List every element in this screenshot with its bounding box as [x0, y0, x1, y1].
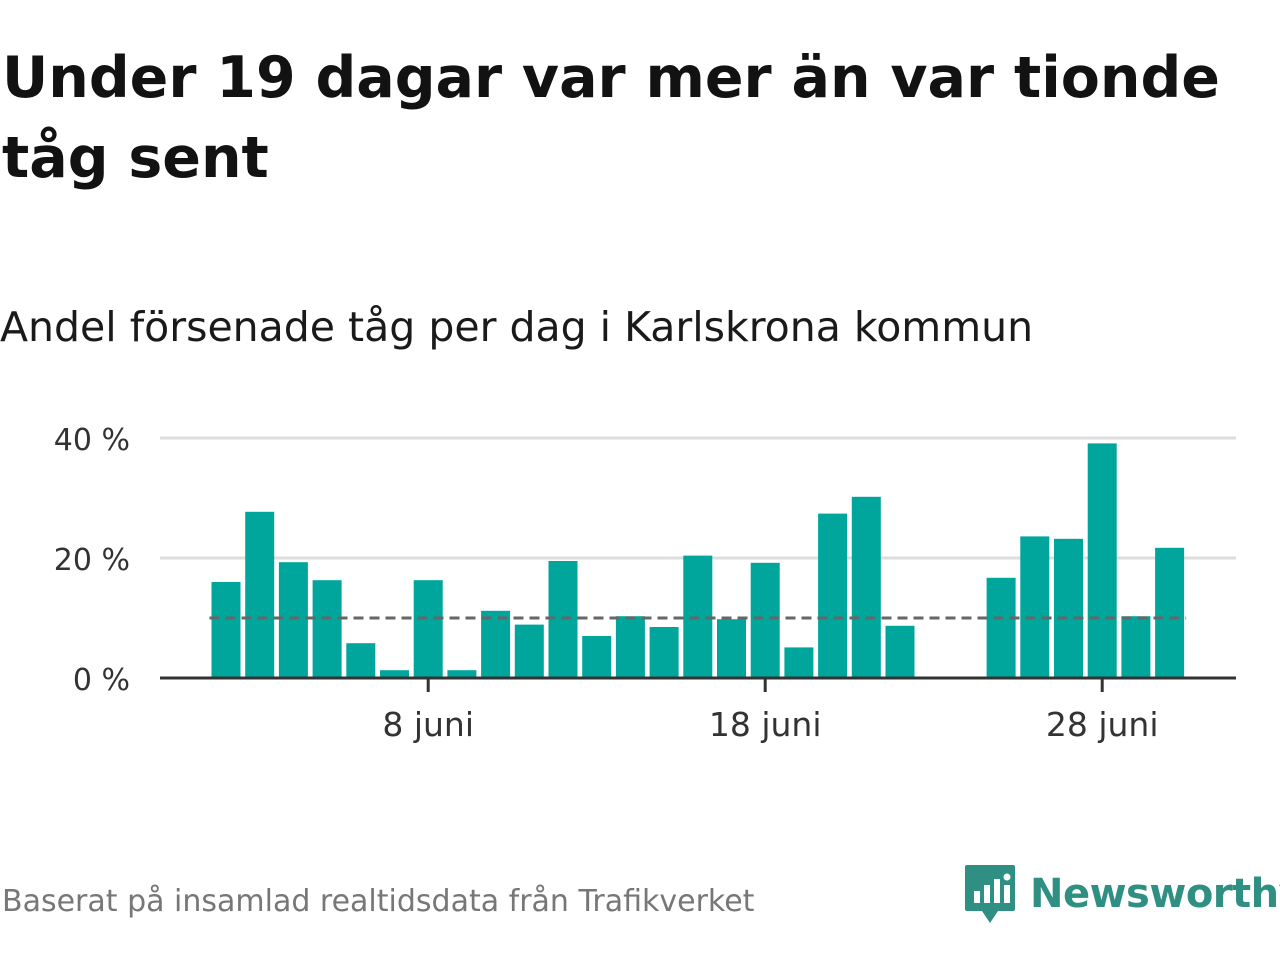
bar [851, 496, 881, 678]
bar [750, 562, 780, 678]
brand-logo-group: Newsworthy [964, 862, 1280, 926]
bar [278, 562, 308, 678]
bar [413, 580, 443, 678]
y-tick-label: 0 % [73, 663, 130, 698]
newsworthy-logo-icon [965, 865, 1015, 923]
bar [818, 513, 848, 678]
brand-name: Newsworthy [1030, 871, 1280, 917]
bar [447, 670, 477, 678]
bar [245, 511, 275, 678]
x-tick-label: 8 juni [382, 705, 474, 744]
bar [1020, 536, 1050, 678]
bar [582, 636, 612, 678]
y-tick-label: 40 % [54, 423, 130, 458]
bar [1155, 547, 1185, 678]
bar [986, 577, 1016, 678]
bar [380, 670, 409, 678]
bar [514, 624, 544, 678]
chart-subtitle: Andel försenade tåg per dag i Karlskrona… [0, 303, 1034, 351]
bar [312, 580, 342, 678]
bar [481, 610, 511, 678]
y-tick-label: 20 % [54, 543, 130, 578]
chart-title: Under 19 dagar var mer än var tionde tåg… [2, 45, 1220, 191]
bar [649, 627, 679, 678]
bars [211, 443, 1185, 678]
bar [717, 619, 746, 678]
bar [885, 625, 915, 678]
bar-chart: 0 % 20 % 40 % 8 juni 18 juni 28 juni [54, 423, 1236, 744]
y-axis-labels: 0 % 20 % 40 % [54, 423, 130, 698]
x-tick-label: 18 juni [709, 705, 822, 744]
x-axis-ticks: 8 juni 18 juni 28 juni [382, 678, 1159, 744]
x-tick-label: 28 juni [1046, 705, 1159, 744]
source-note: Baserat på insamlad realtidsdata från Tr… [2, 884, 755, 919]
bar [615, 616, 645, 678]
bar [784, 647, 814, 678]
bar [211, 582, 241, 678]
bar [1121, 616, 1151, 678]
bar [346, 643, 376, 678]
bar [1087, 443, 1117, 678]
bar [1054, 538, 1083, 678]
